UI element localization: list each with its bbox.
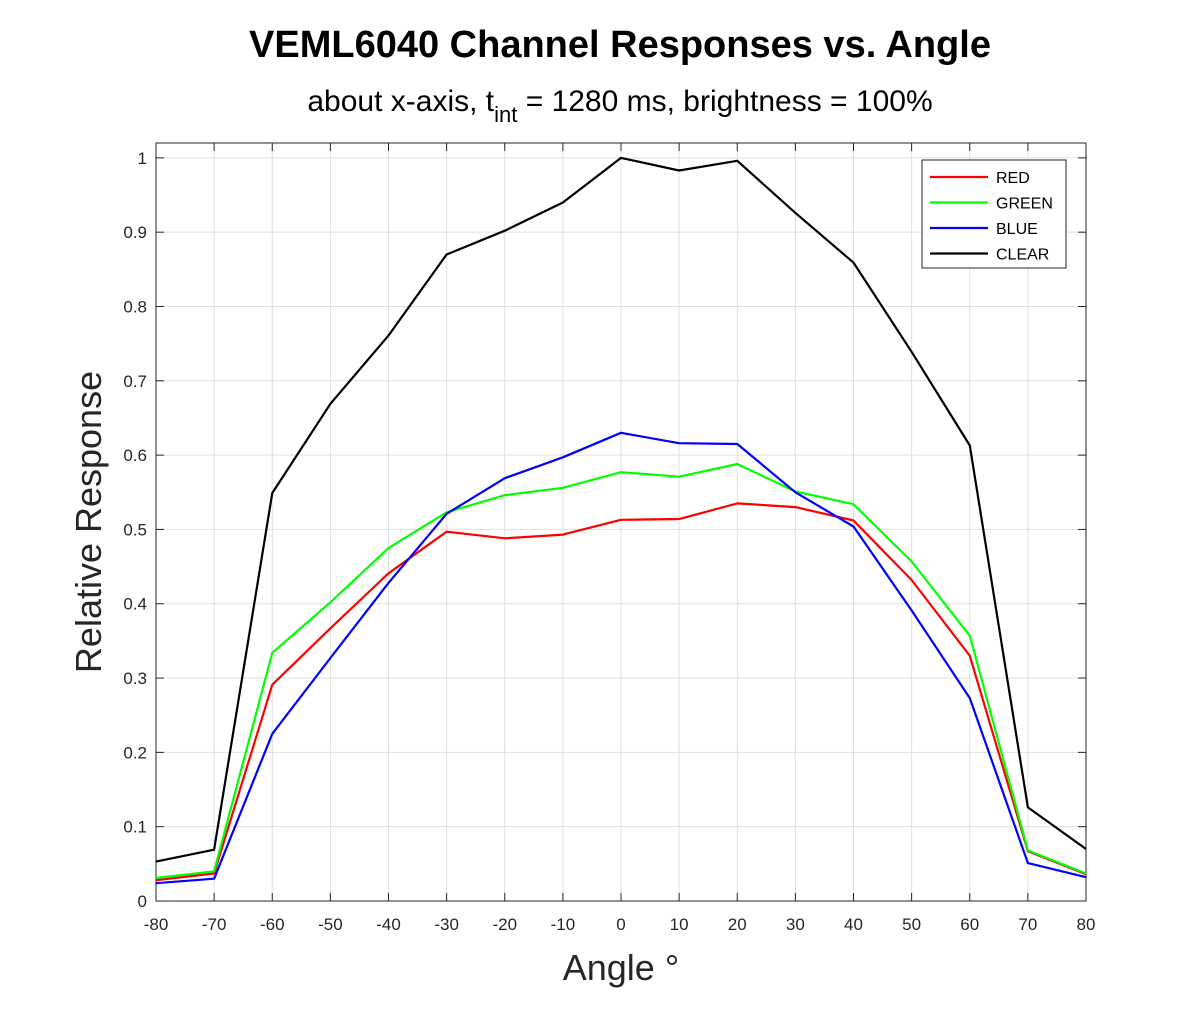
x-tick-label: -20	[492, 915, 517, 934]
x-tick-label: -70	[202, 915, 227, 934]
x-tick-label: -80	[144, 915, 169, 934]
legend-label-clear: CLEAR	[996, 247, 1049, 264]
x-tick-label: -10	[551, 915, 576, 934]
y-tick-label: 0.4	[123, 595, 147, 614]
legend-label-blue: BLUE	[996, 221, 1038, 238]
x-tick-label: 20	[728, 915, 747, 934]
x-tick-label: 50	[902, 915, 921, 934]
subtitle-prefix: about x-axis, t	[307, 85, 494, 118]
x-axis-label: Angle °	[563, 947, 679, 988]
y-tick-label: 0.2	[123, 743, 147, 762]
legend: RED GREEN BLUE CLEAR	[921, 159, 1067, 269]
series-line-clear	[155, 156, 1087, 863]
legend-label-green: GREEN	[996, 196, 1053, 213]
y-tick-label: 0.3	[123, 669, 147, 688]
y-tick-label: 0.8	[123, 297, 147, 316]
x-tick-label: -30	[434, 915, 459, 934]
y-tick-label: 0.5	[123, 520, 147, 539]
x-tick-label: 30	[786, 915, 805, 934]
legend-label-red: RED	[996, 170, 1030, 187]
x-tick-label: 0	[616, 915, 625, 934]
x-tick-label: -60	[260, 915, 285, 934]
y-tick-label: 0.6	[123, 446, 147, 465]
x-tick-label: 60	[960, 915, 979, 934]
x-tick-label: -40	[376, 915, 401, 934]
y-tick-label: 0.9	[123, 223, 147, 242]
series-line-blue	[155, 431, 1087, 885]
chart-subtitle: about x-axis, tint = 1280 ms, brightness…	[307, 85, 932, 127]
x-tick-label: -50	[318, 915, 343, 934]
x-tick-label: 40	[844, 915, 863, 934]
chart-title: VEML6040 Channel Responses vs. Angle	[249, 24, 991, 66]
subtitle-suffix: = 1280 ms, brightness = 100%	[517, 85, 932, 118]
x-tick-label: 80	[1077, 915, 1096, 934]
series-line-green	[155, 462, 1087, 880]
y-tick-label: 0.7	[123, 372, 147, 391]
subtitle-subscript: int	[494, 102, 517, 127]
y-tick-label: 0.1	[123, 818, 147, 837]
x-tick-label: 10	[670, 915, 689, 934]
y-tick-label: 1	[138, 149, 147, 168]
ticks: -80 -70 -60 -50 -40 -30 -20 -10 0 10 20 30 40 50 60 70 8…	[123, 143, 1095, 934]
y-tick-label: 0	[138, 892, 147, 911]
y-axis-label: Relative Response	[68, 371, 109, 673]
series-lines	[155, 156, 1087, 885]
series-line-red	[155, 502, 1087, 882]
x-tick-label: 70	[1018, 915, 1037, 934]
